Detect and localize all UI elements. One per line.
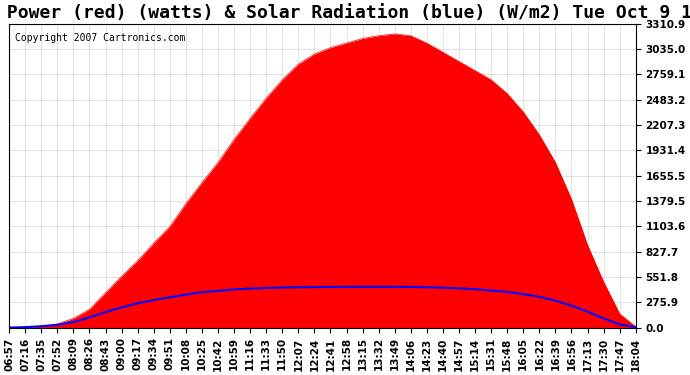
Title: Total PV Power (red) (watts) & Solar Radiation (blue) (W/m2) Tue Oct 9 18:20: Total PV Power (red) (watts) & Solar Rad…	[0, 4, 690, 22]
Text: Copyright 2007 Cartronics.com: Copyright 2007 Cartronics.com	[15, 33, 186, 43]
